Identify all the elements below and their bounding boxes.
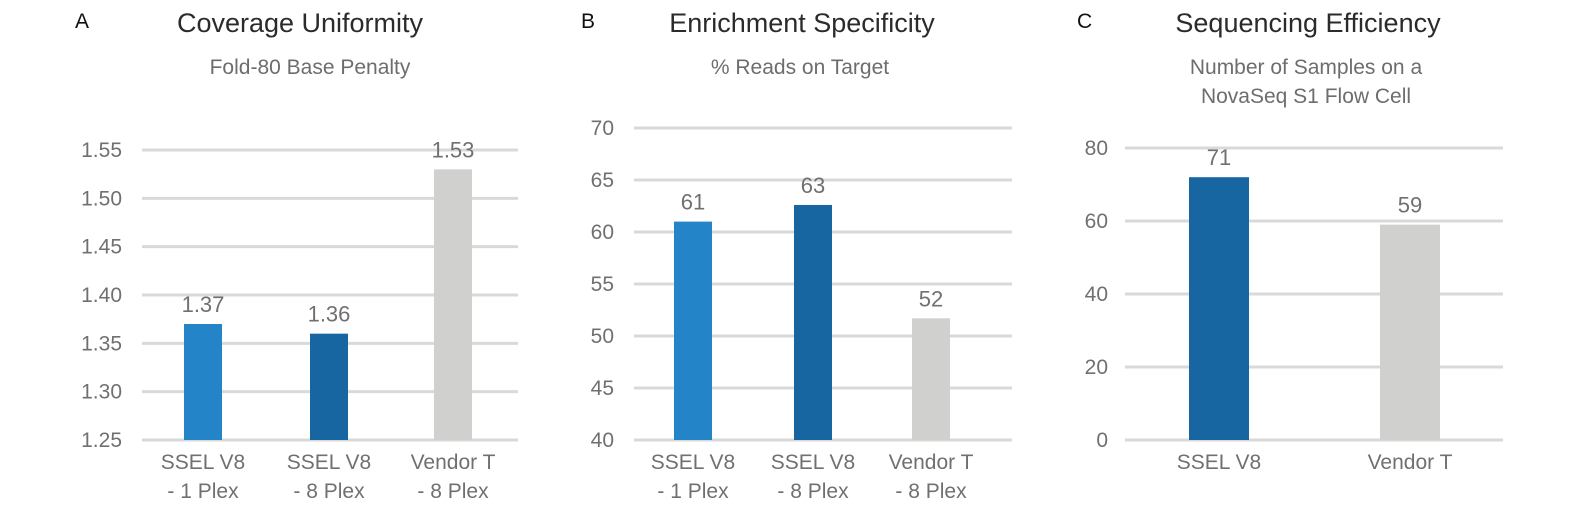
chart-b-data-label: 63	[801, 173, 825, 198]
chart-a-category-label: Vendor T	[411, 451, 496, 474]
chart-c-y-tick-label: 40	[1085, 283, 1108, 306]
chart-c-y-tick-label: 60	[1085, 210, 1108, 233]
chart-b-bar	[912, 318, 950, 440]
chart-a-panel-letter: A	[75, 10, 89, 33]
chart-c-y-tick-label: 0	[1096, 429, 1108, 452]
chart-a-bar	[434, 169, 472, 441]
chart-c-data-label: 71	[1207, 145, 1231, 170]
chart-c-title: Sequencing Efficiency	[1175, 8, 1441, 38]
chart-b-panel-letter: B	[581, 10, 595, 33]
chart-a-y-tick-label: 1.40	[81, 284, 122, 307]
chart-b-bar	[794, 204, 832, 440]
chart-b-category-label: - 8 Plex	[777, 480, 849, 503]
chart-a-data-label: 1.53	[432, 137, 475, 162]
chart-c-panel-letter: C	[1077, 10, 1092, 33]
chart-b-y-tick-label: 45	[591, 377, 614, 400]
chart-a-y-tick-label: 1.45	[81, 236, 122, 259]
chart-a-category-label: - 8 Plex	[293, 480, 365, 503]
chart-c-data-label: 59	[1398, 193, 1422, 218]
chart-c-bar	[1380, 224, 1440, 440]
chart-c-bar	[1189, 177, 1249, 440]
chart-b-title: Enrichment Specificity	[669, 8, 935, 38]
chart-a-subtitle: Fold-80 Base Penalty	[210, 56, 411, 79]
chart-b-subtitle: % Reads on Target	[711, 56, 889, 79]
chart-c-y-tick-label: 20	[1085, 356, 1108, 379]
chart-b-y-tick-label: 50	[591, 325, 614, 348]
chart-a-bar	[184, 324, 222, 440]
chart-a-bar	[310, 333, 348, 440]
chart-a-y-tick-label: 1.50	[81, 187, 122, 210]
chart-a-data-label: 1.36	[308, 302, 351, 327]
chart-a-y-tick-label: 1.25	[81, 429, 122, 452]
chart-a-category-label: - 8 Plex	[417, 480, 489, 503]
chart-a-data-label: 1.37	[182, 292, 225, 317]
chart-b-category-label: SSEL V8	[771, 451, 855, 474]
chart-b-y-tick-label: 60	[591, 221, 614, 244]
chart-b-data-label: 52	[919, 286, 943, 311]
chart-c-category-label: SSEL V8	[1177, 451, 1261, 474]
chart-a-y-tick-label: 1.55	[81, 139, 122, 162]
chart-b-category-label: Vendor T	[889, 451, 974, 474]
chart-b-y-tick-label: 70	[591, 117, 614, 140]
chart-c-subtitle: NovaSeq S1 Flow Cell	[1201, 85, 1411, 108]
chart-b-bar	[674, 221, 712, 440]
chart-a-category-label: SSEL V8	[287, 451, 371, 474]
chart-c-category-label: Vendor T	[1368, 451, 1453, 474]
chart-b-y-tick-label: 40	[591, 429, 614, 452]
chart-b-y-tick-label: 65	[591, 169, 614, 192]
chart-b-category-label: - 1 Plex	[657, 480, 729, 503]
chart-c-subtitle: Number of Samples on a	[1190, 56, 1423, 79]
chart-b-data-label: 61	[681, 190, 705, 215]
chart-a-y-tick-label: 1.30	[81, 381, 122, 404]
chart-a-category-label: - 1 Plex	[167, 480, 239, 503]
chart-a-title: Coverage Uniformity	[177, 8, 424, 38]
chart-c-y-tick-label: 80	[1085, 137, 1108, 160]
chart-b-category-label: - 8 Plex	[895, 480, 967, 503]
chart-b-y-tick-label: 55	[591, 273, 614, 296]
chart-b-category-label: SSEL V8	[651, 451, 735, 474]
chart-a-category-label: SSEL V8	[161, 451, 245, 474]
chart-a-y-tick-label: 1.35	[81, 332, 122, 355]
